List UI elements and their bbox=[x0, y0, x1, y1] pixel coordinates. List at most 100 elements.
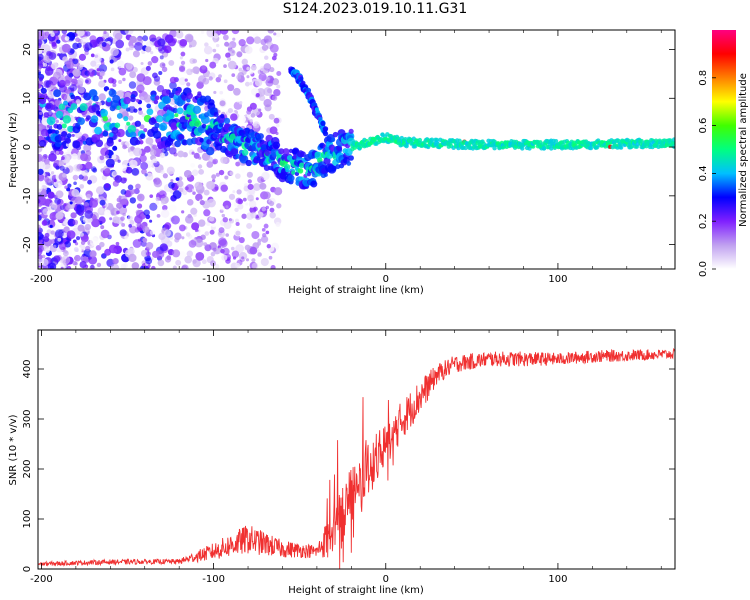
heatmap-cell bbox=[74, 33, 79, 37]
heatmap-cell bbox=[71, 133, 75, 137]
heatmap-cell bbox=[188, 44, 192, 48]
heatmap-cell bbox=[95, 139, 104, 148]
heatmap-cell bbox=[153, 99, 159, 105]
heatmap-cell bbox=[72, 219, 79, 225]
heatmap-cell bbox=[212, 33, 219, 39]
heatmap-cell bbox=[40, 156, 47, 162]
heatmap-cell bbox=[145, 65, 151, 71]
heatmap-cell bbox=[225, 233, 229, 237]
heatmap-cell bbox=[95, 186, 105, 195]
heatmap-cell bbox=[61, 30, 68, 35]
heatmap-cell bbox=[82, 175, 89, 181]
heatmap-cell bbox=[52, 244, 57, 249]
heatmap-cell bbox=[176, 107, 184, 115]
heatmap-cell bbox=[235, 262, 241, 268]
heatmap-cell bbox=[246, 36, 255, 45]
heatmap-cell bbox=[76, 30, 85, 37]
heatmap-cell bbox=[181, 265, 188, 269]
snr-series-line bbox=[38, 347, 675, 569]
heatmap-cell bbox=[118, 80, 123, 85]
heatmap-cell bbox=[250, 211, 257, 219]
heatmap-cell bbox=[231, 250, 240, 258]
heatmap-cell bbox=[149, 194, 154, 199]
heatmap-cell bbox=[64, 86, 68, 90]
heatmap-cell bbox=[85, 31, 91, 37]
heatmap-cell bbox=[191, 169, 199, 176]
heatmap-cell bbox=[64, 36, 70, 41]
heatmap-cell bbox=[588, 145, 594, 151]
heatmap-cell bbox=[152, 130, 162, 139]
heatmap-cell bbox=[192, 66, 200, 74]
heatmap-cell bbox=[117, 159, 121, 163]
heatmap-cell bbox=[520, 146, 525, 151]
heatmap-cell bbox=[72, 174, 79, 181]
heatmap-cell bbox=[238, 100, 243, 105]
heatmap-cell bbox=[152, 250, 160, 259]
heatmap-cell bbox=[541, 146, 547, 151]
heatmap-cell bbox=[128, 151, 134, 157]
heatmap-cell bbox=[203, 242, 208, 247]
heatmap-cell bbox=[177, 150, 185, 158]
heatmap-cell bbox=[320, 120, 326, 127]
heatmap-cell bbox=[59, 165, 65, 171]
heatmap-cell bbox=[73, 246, 82, 255]
heatmap-cell bbox=[145, 257, 153, 265]
heatmap-cell bbox=[123, 116, 129, 122]
heatmap-cell bbox=[186, 92, 193, 100]
heatmap-cell bbox=[53, 162, 58, 168]
heatmap-cell bbox=[43, 236, 50, 243]
heatmap-cell bbox=[98, 93, 106, 101]
heatmap-cell bbox=[300, 151, 306, 158]
heatmap-cell bbox=[127, 215, 133, 221]
heatmap-cell bbox=[257, 176, 265, 184]
heatmap-cell bbox=[238, 67, 243, 72]
heatmap-cell bbox=[77, 117, 86, 125]
heatmap-cell bbox=[162, 204, 168, 211]
heatmap-cell bbox=[79, 260, 87, 269]
heatmap-cell bbox=[269, 207, 275, 213]
heatmap-cell bbox=[254, 78, 263, 87]
heatmap-cell bbox=[121, 222, 126, 227]
heatmap-cell bbox=[203, 45, 213, 55]
heatmap-cell bbox=[75, 236, 81, 241]
heatmap-cell bbox=[204, 244, 212, 252]
heatmap-cell bbox=[72, 125, 81, 134]
snr-y-ticks: 0 100 200 300 400 bbox=[22, 359, 675, 572]
heatmap-cell bbox=[55, 110, 64, 119]
heatmap-cell bbox=[198, 168, 205, 175]
heatmap-cell bbox=[404, 143, 409, 149]
heatmap-cell bbox=[38, 232, 44, 241]
heatmap-cell bbox=[109, 192, 114, 198]
heatmap-cell bbox=[260, 235, 269, 243]
heatmap-cell bbox=[59, 150, 64, 155]
heatmap-cell bbox=[230, 113, 238, 121]
heatmap-cell bbox=[133, 147, 142, 157]
heatmap-cell bbox=[64, 185, 68, 189]
snr-x-ticks: -200 -100 0 100 bbox=[30, 330, 662, 585]
heatmap-cell bbox=[253, 36, 262, 44]
heatmap-cell bbox=[89, 250, 97, 258]
heatmap-cell bbox=[115, 39, 125, 49]
heatmap-cell bbox=[134, 215, 143, 224]
heatmap-cell bbox=[186, 82, 191, 87]
heatmap-cell bbox=[129, 159, 138, 169]
heatmap-cell bbox=[153, 75, 161, 82]
heatmap-cell bbox=[61, 43, 71, 53]
heatmap-cell bbox=[255, 93, 260, 98]
heatmap-cell bbox=[76, 42, 82, 49]
heatmap-cell bbox=[191, 188, 196, 192]
heatmap-cell bbox=[139, 265, 146, 269]
heatmap-cell bbox=[108, 244, 118, 254]
heatmap-cell bbox=[112, 145, 118, 151]
heatmap-cell bbox=[172, 190, 182, 199]
heatmap-cell bbox=[266, 244, 271, 249]
heatmap-cell bbox=[276, 84, 281, 89]
snr-y-label: SNR (10 * v/v) bbox=[8, 414, 19, 485]
heatmap-cell bbox=[111, 127, 119, 134]
heatmap-cell bbox=[197, 164, 203, 169]
heatmap-cell bbox=[38, 224, 41, 230]
heatmap-cell bbox=[146, 103, 152, 109]
heatmap-cell bbox=[241, 168, 245, 173]
heatmap-cell bbox=[220, 156, 228, 164]
heatmap-cell bbox=[99, 70, 106, 77]
